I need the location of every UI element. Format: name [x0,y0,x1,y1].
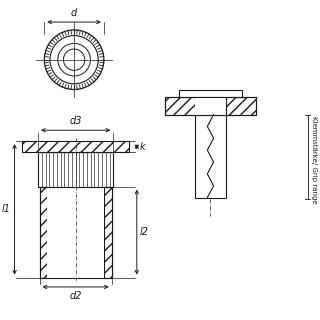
Text: k: k [140,142,146,152]
Text: Klemmstärke/ Grip range: Klemmstärke/ Grip range [311,116,317,204]
Bar [179,91,242,97]
Bar [22,141,129,152]
Bar [195,97,226,115]
Text: l1: l1 [2,204,11,214]
Bar [40,187,112,277]
Bar [165,97,256,115]
Bar [47,187,104,277]
Bar [226,97,256,115]
Bar [165,97,195,115]
Bar [195,115,226,198]
Bar [38,152,113,187]
Text: d3: d3 [69,116,82,126]
Text: d: d [71,8,77,18]
Bar [104,187,112,277]
Text: d2: d2 [69,291,82,301]
Text: l2: l2 [140,227,149,237]
Bar [40,187,47,277]
